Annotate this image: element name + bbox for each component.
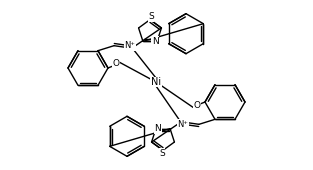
Text: O: O xyxy=(112,59,120,69)
Text: N⁺: N⁺ xyxy=(177,120,188,129)
Text: N⁺: N⁺ xyxy=(125,41,136,50)
Text: N: N xyxy=(152,37,158,46)
Text: O: O xyxy=(193,101,201,110)
Text: S: S xyxy=(159,149,165,158)
Text: S: S xyxy=(148,12,154,21)
Text: Ni: Ni xyxy=(151,77,161,87)
Text: N: N xyxy=(155,124,161,133)
